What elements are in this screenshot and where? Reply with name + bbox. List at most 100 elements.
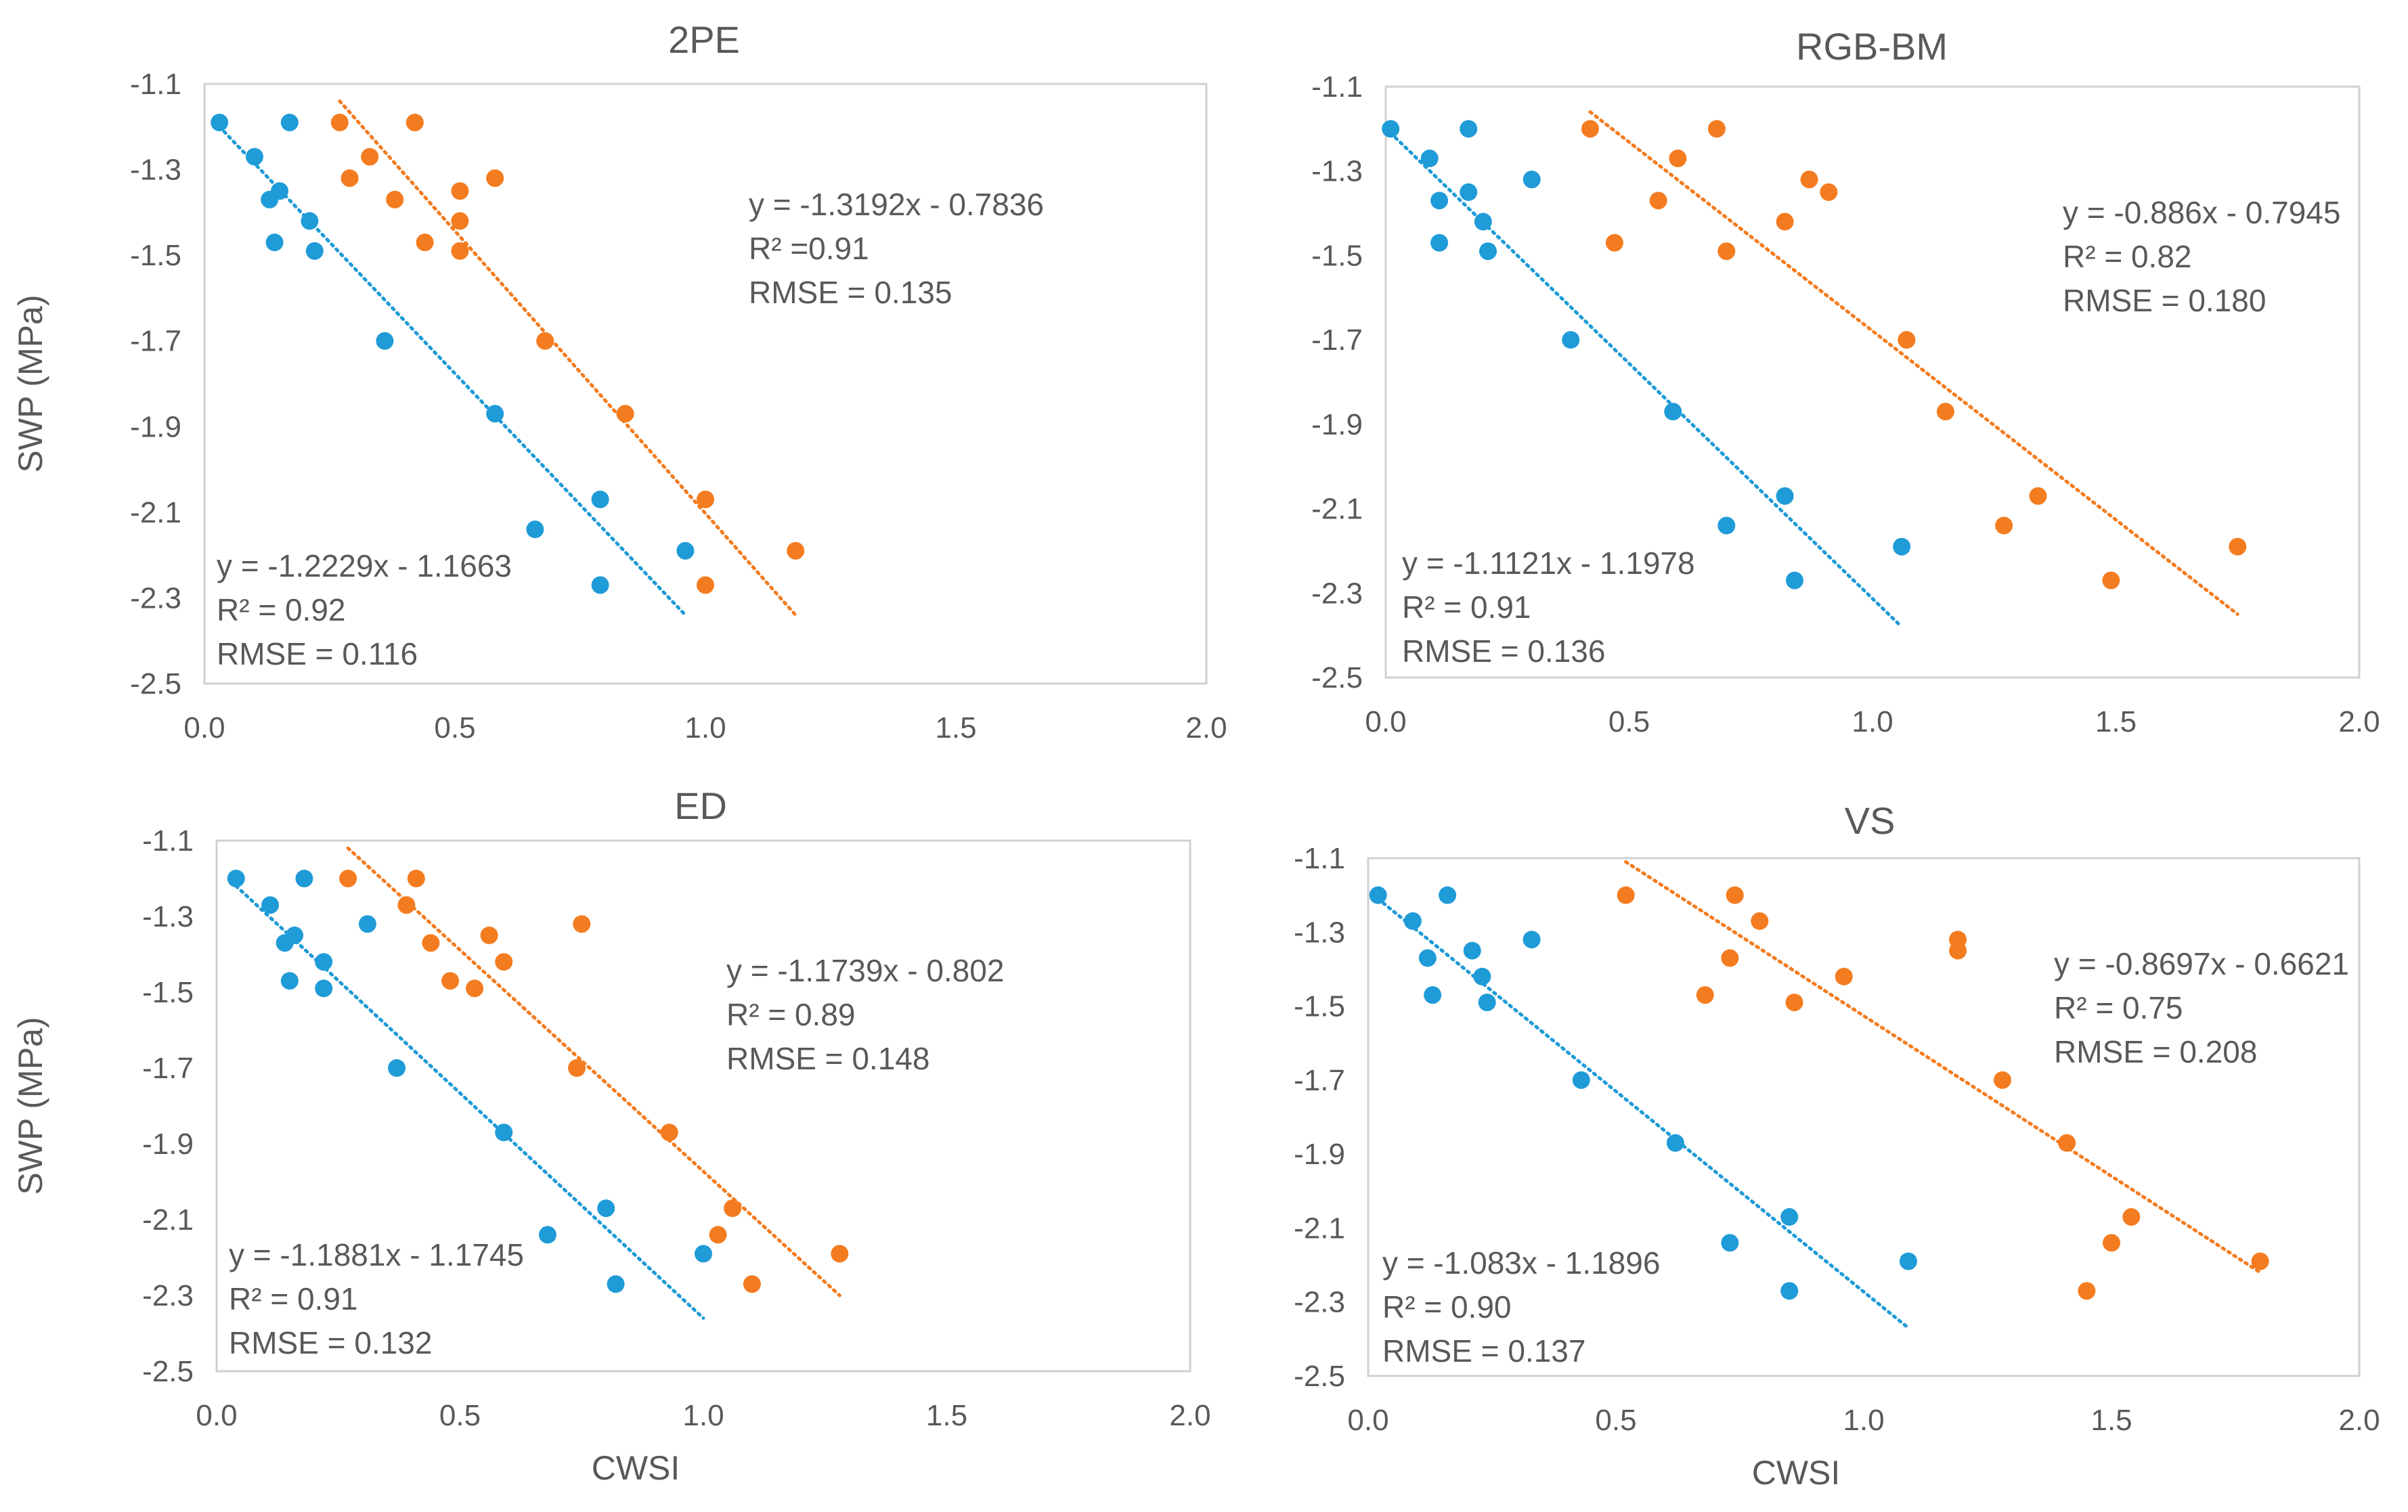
- data-point: [2058, 1134, 2076, 1152]
- regression-equation: y = -1.2229x - 1.1663: [217, 548, 512, 583]
- series-blue: y = -1.1121x - 1.1978 R² = 0.91 RMSE = 0.1…: [1382, 120, 1911, 669]
- data-point: [1780, 1282, 1799, 1300]
- plot-area: [1384, 85, 2361, 679]
- data-point: [724, 1199, 742, 1218]
- chart-title: RGB-BM: [1796, 25, 1948, 68]
- r-squared-label: R² = 0.89: [726, 997, 856, 1032]
- data-point: [1523, 931, 1541, 949]
- y-tick-label: -2.5: [130, 667, 181, 701]
- data-point: [341, 169, 359, 187]
- data-point: [607, 1275, 625, 1293]
- data-point: [1995, 516, 2013, 535]
- trendline: [1388, 131, 1904, 629]
- y-tick-label: -1.9: [142, 1128, 194, 1161]
- data-point: [1721, 1234, 1739, 1252]
- x-tick-label: 1.0: [1843, 1404, 1884, 1437]
- series-orange: y = -0.8697x - 0.6621 R² = 0.75 RMSE = 0.2…: [1617, 860, 2349, 1300]
- y-tick-label: -2.3: [142, 1279, 194, 1312]
- data-point: [695, 1245, 712, 1263]
- data-point: [315, 953, 333, 971]
- data-point: [1993, 1071, 2011, 1089]
- data-point: [265, 234, 284, 252]
- data-point: [1949, 941, 1967, 960]
- series-orange: y = -1.3192x - 0.7836 R² =0.91 RMSE = 0.13…: [330, 99, 1044, 617]
- data-point: [422, 934, 440, 952]
- data-point: [1605, 234, 1623, 252]
- trendline: [217, 125, 687, 617]
- data-point: [2029, 487, 2047, 505]
- data-point: [2078, 1282, 2096, 1300]
- rmse-label: RMSE = 0.116: [217, 636, 418, 671]
- data-point: [339, 870, 357, 887]
- data-point: [495, 1124, 513, 1142]
- data-point: [1936, 403, 1954, 421]
- r-squared-label: R² =0.91: [749, 231, 869, 266]
- data-point: [1780, 1208, 1799, 1226]
- data-point: [451, 212, 469, 230]
- y-axis-title: SWP (MPa): [12, 295, 49, 473]
- data-point: [1463, 941, 1481, 960]
- data-point: [1717, 516, 1736, 535]
- data-point: [1474, 213, 1492, 231]
- x-axis-title: CWSI: [592, 1449, 680, 1487]
- data-point: [407, 870, 425, 887]
- x-tick-label: 2.0: [2338, 705, 2380, 738]
- data-point: [286, 927, 304, 944]
- data-point: [1666, 1134, 1684, 1152]
- r-squared-label: R² = 0.82: [2063, 239, 2192, 274]
- y-tick-label: -1.5: [142, 976, 194, 1009]
- series-orange: y = -0.886x - 0.7945 R² = 0.82 RMSE = 0.18…: [1581, 110, 2340, 616]
- data-point: [1649, 192, 1667, 210]
- chart-title: VS: [1845, 799, 1896, 842]
- x-tick-label: 0.5: [434, 711, 475, 744]
- data-point: [1820, 183, 1838, 201]
- chart-title: ED: [674, 784, 727, 827]
- data-point: [1403, 912, 1422, 930]
- data-point: [709, 1226, 727, 1244]
- data-point: [536, 332, 554, 350]
- x-tick-label: 1.0: [684, 711, 726, 744]
- data-point: [1776, 213, 1794, 231]
- x-axis-title: CWSI: [1752, 1454, 1841, 1492]
- trendline: [1624, 860, 2262, 1274]
- trendline: [1376, 897, 1910, 1330]
- data-point: [397, 896, 416, 914]
- data-point: [211, 113, 229, 131]
- r-squared-label: R² = 0.91: [1402, 590, 1531, 625]
- y-tick-label: -1.9: [1294, 1138, 1345, 1171]
- data-point: [1899, 1252, 1917, 1270]
- data-point: [1418, 949, 1437, 967]
- y-tick-label: -1.9: [1311, 408, 1363, 441]
- data-point: [295, 870, 313, 887]
- r-squared-label: R² = 0.75: [2054, 990, 2183, 1025]
- y-tick-label: -1.7: [130, 325, 181, 358]
- trendline: [234, 884, 705, 1320]
- panel-ed: ED -1.1 -1.3 -1.5 -1.7 -1.9 -2.1 -2.3 -2.50.0 0.5…: [12, 784, 1211, 1487]
- x-tick-label: 2.0: [1169, 1399, 1210, 1432]
- y-tick-label: -1.3: [1311, 155, 1363, 188]
- r-squared-label: R² = 0.92: [217, 592, 346, 627]
- data-point: [1369, 886, 1387, 904]
- data-point: [486, 169, 504, 187]
- data-point: [1460, 183, 1478, 201]
- y-tick-label: -2.1: [130, 496, 181, 529]
- chart-title: 2PE: [668, 18, 740, 61]
- y-tick-label: -2.3: [1311, 577, 1363, 610]
- data-point: [1523, 171, 1541, 189]
- data-point: [1696, 986, 1714, 1004]
- data-point: [330, 113, 349, 131]
- data-point: [2229, 537, 2247, 556]
- y-tick-label: -1.5: [1311, 239, 1363, 272]
- data-point: [1707, 120, 1726, 138]
- data-point: [1751, 912, 1769, 930]
- data-point: [2103, 1234, 2120, 1252]
- panel-vs: VS -1.1 -1.3 -1.5 -1.7 -1.9 -2.1 -2.3 -2.50.0 0.5…: [1294, 799, 2380, 1492]
- data-point: [1785, 994, 1803, 1012]
- data-point: [1478, 994, 1496, 1012]
- data-point: [1479, 242, 1497, 261]
- data-point: [1430, 234, 1449, 252]
- data-point: [1800, 171, 1818, 189]
- x-tick-label: 0.0: [196, 1399, 237, 1432]
- y-tick-label: -1.7: [142, 1052, 194, 1085]
